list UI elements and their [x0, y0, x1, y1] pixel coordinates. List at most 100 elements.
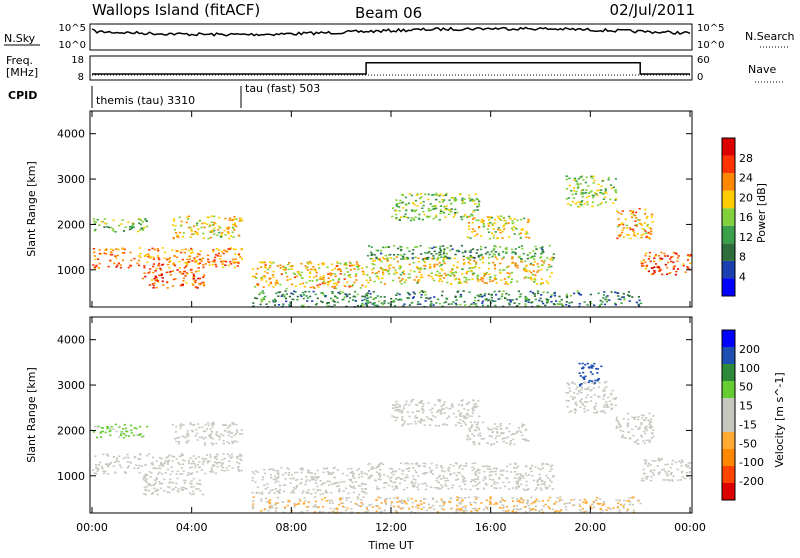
power-echo-cell — [393, 301, 396, 303]
velocity-echo-cell — [365, 511, 368, 513]
velocity-echo-cell — [425, 485, 429, 487]
velocity-echo-cell — [235, 455, 239, 458]
power-echo-cell — [438, 262, 441, 264]
power-echo-cell — [402, 258, 405, 260]
power-echo-cell — [645, 265, 648, 268]
power-echo-cell — [434, 274, 437, 276]
power-echo-cell — [648, 237, 651, 240]
velocity-echo-cell — [602, 395, 605, 397]
power-echo-cell — [580, 191, 583, 193]
velocity-echo-cell — [601, 390, 605, 392]
power-echo-cell — [488, 262, 491, 264]
velocity-echo-cell — [223, 470, 226, 472]
velocity-echo-cell — [476, 478, 479, 481]
power-echo-cell — [339, 262, 342, 265]
power-echo-cell — [510, 248, 513, 251]
velocity-echo-cell — [641, 417, 644, 420]
velocity-echo-cell — [122, 457, 125, 460]
power-echo-cell — [540, 253, 543, 255]
velocity-echo-cell — [328, 502, 331, 504]
velocity-echo-cell — [442, 477, 446, 479]
velocity-colorbar-step — [722, 347, 735, 364]
power-echo-cell — [370, 268, 374, 271]
velocity-echo-cell — [516, 498, 519, 500]
power-echo-cell — [336, 261, 339, 263]
velocity-echo-cell — [460, 400, 463, 402]
power-echo-cell — [116, 264, 119, 266]
velocity-echo-cell — [423, 465, 426, 468]
velocity-colorbar-step — [722, 466, 735, 483]
power-echo-cell — [493, 245, 496, 247]
velocity-echo-cell — [221, 458, 224, 461]
velocity-echo-cell — [175, 458, 178, 460]
power-echo-cell — [371, 263, 374, 265]
power-echo-cell — [483, 293, 487, 295]
power-echo-cell — [269, 261, 272, 263]
power-echo-cell — [381, 277, 384, 280]
velocity-echo-cell — [155, 467, 158, 470]
power-echo-cell — [381, 268, 384, 270]
velocity-echo-cell — [634, 440, 638, 442]
power-echo-cell — [211, 224, 215, 226]
power-echo-cell — [457, 250, 461, 253]
velocity-echo-cell — [328, 471, 331, 474]
power-echo-cell — [232, 261, 235, 263]
power-echo-cell — [404, 196, 407, 199]
velocity-echo-cell — [465, 414, 468, 416]
power-echo-cell — [439, 210, 442, 212]
power-echo-cell — [469, 255, 472, 257]
velocity-echo-cell — [511, 487, 515, 489]
power-echo-cell — [469, 249, 473, 252]
velocity-echo-cell — [589, 371, 592, 373]
power-echo-cell — [506, 298, 509, 301]
power-echo-cell — [402, 270, 405, 272]
power-echo-cell — [444, 255, 447, 258]
power-echo-cell — [415, 276, 418, 278]
velocity-echo-cell — [411, 463, 414, 465]
power-echo-cell — [184, 275, 187, 277]
velocity-echo-cell — [239, 453, 242, 456]
power-echo-cell — [640, 236, 643, 239]
velocity-echo-cell — [537, 478, 540, 481]
power-echo-cell — [348, 286, 351, 288]
velocity-echo-cell — [648, 412, 651, 415]
velocity-echo-cell — [474, 406, 477, 409]
velocity-echo-cell — [100, 431, 103, 433]
power-echo-cell — [198, 277, 202, 280]
velocity-echo-cell — [460, 508, 463, 510]
power-echo-cell — [189, 252, 192, 254]
velocity-echo-cell — [477, 483, 480, 485]
power-echo-cell — [658, 266, 661, 269]
power-echo-cell — [407, 292, 410, 295]
power-echo-cell — [109, 251, 113, 254]
power-echo-cell — [106, 226, 109, 228]
velocity-echo-cell — [95, 467, 98, 470]
velocity-echo-cell — [478, 507, 481, 510]
velocity-echo-cell — [568, 502, 571, 504]
velocity-echo-cell — [200, 469, 203, 471]
velocity-echo-cell — [218, 436, 221, 439]
velocity-echo-cell — [605, 380, 608, 383]
power-echo-cell — [178, 266, 181, 269]
velocity-echo-cell — [336, 511, 339, 513]
velocity-echo-cell — [615, 418, 618, 421]
velocity-echo-cell — [615, 419, 619, 422]
velocity-panel-frame — [89, 316, 693, 514]
power-echo-cell — [176, 269, 179, 271]
velocity-echo-cell — [160, 473, 163, 475]
power-echo-cell — [103, 252, 106, 255]
velocity-echo-cell — [345, 497, 348, 499]
velocity-echo-cell — [398, 482, 401, 485]
velocity-echo-cell — [680, 465, 683, 467]
velocity-echo-cell — [309, 472, 312, 474]
power-echo-cell — [306, 300, 309, 302]
power-echo-cell — [629, 228, 632, 231]
power-echo-cell — [221, 250, 224, 253]
power-echo-cell — [263, 275, 266, 277]
velocity-echo-cell — [173, 456, 176, 458]
velocity-echo-cell — [495, 428, 498, 430]
velocity-echo-cell — [323, 497, 326, 499]
velocity-echo-cell — [387, 484, 390, 487]
power-echo-cell — [393, 254, 396, 256]
power-echo-cell — [440, 256, 443, 258]
